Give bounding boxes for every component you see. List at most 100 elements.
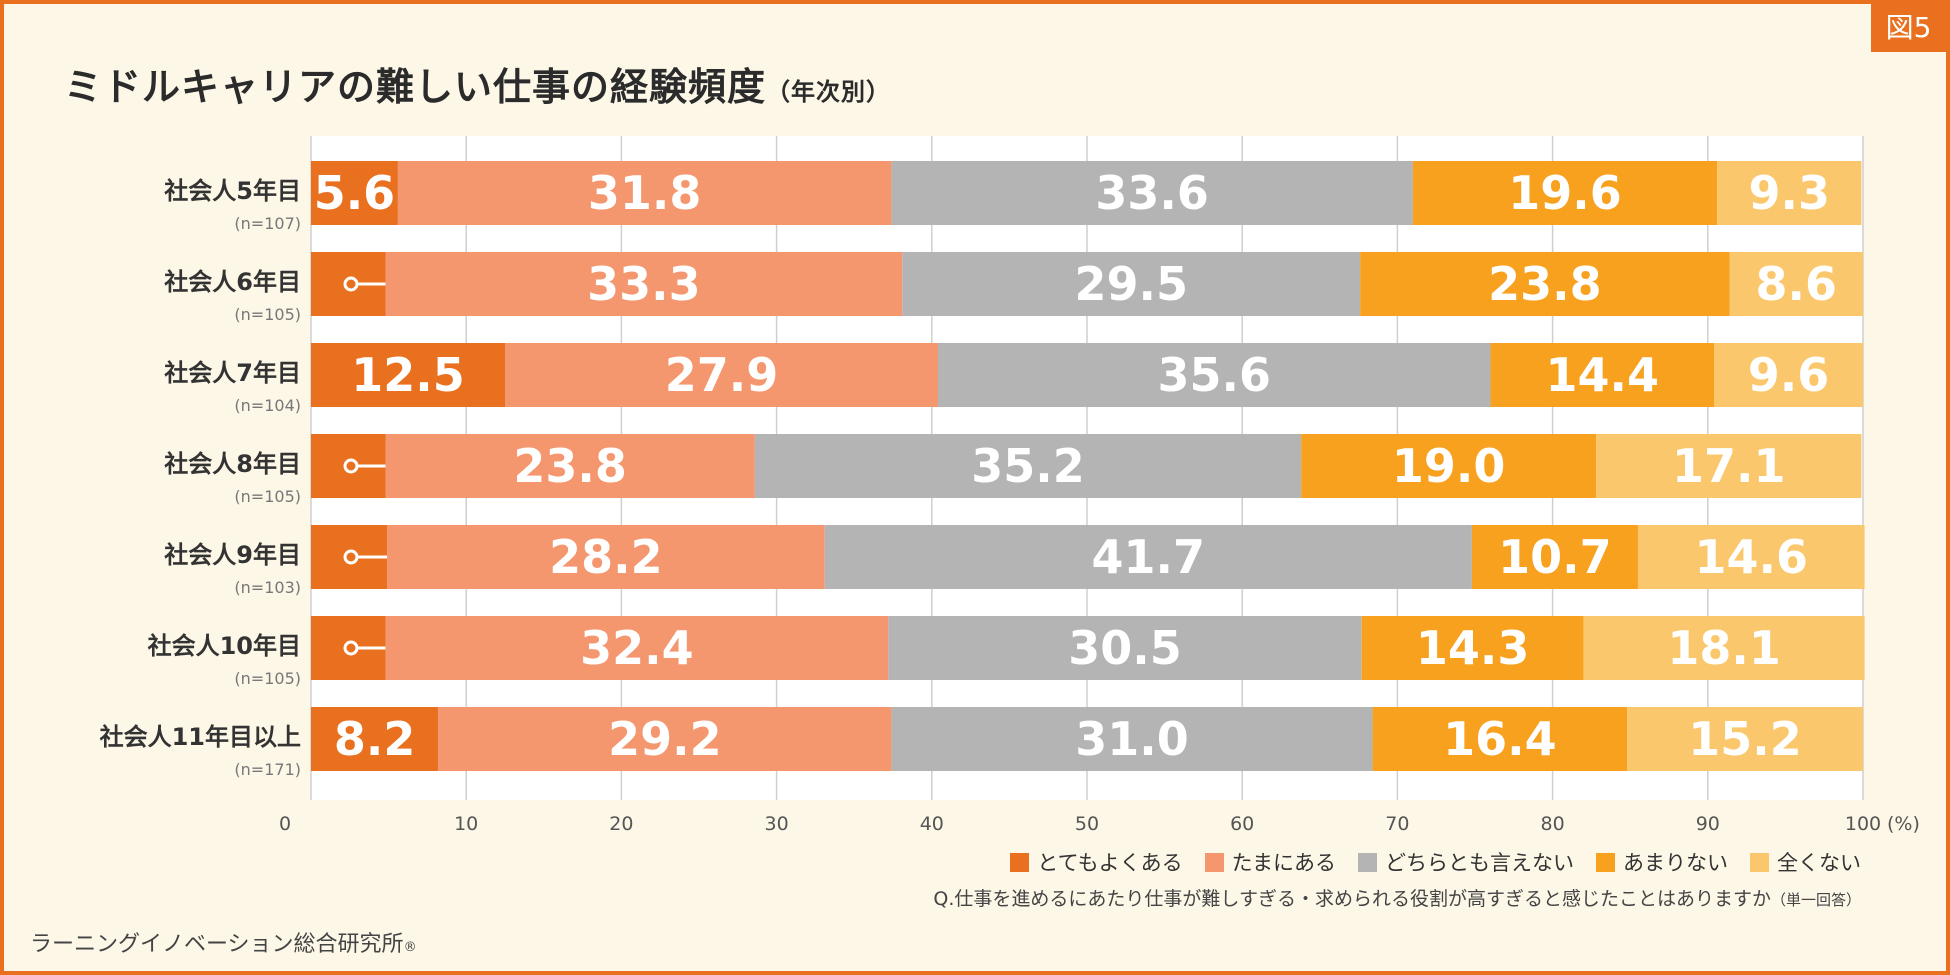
figure-frame: 図5 ミドルキャリアの難しい仕事の経験頻度（年次別） 5.6 31.8 33.6 19…: [4, 4, 1946, 971]
legend-swatch-4: [1596, 852, 1615, 872]
legend-item-2: たまにある: [1204, 847, 1336, 877]
legend-item-1: とてもよくある: [1010, 847, 1183, 877]
question-text: Q.仕事を進めるにあたり仕事が難しすぎる・求められる役割が高すぎると感じたことは…: [933, 888, 1771, 910]
sample-size-2: (n=105): [234, 305, 301, 324]
data-label-3-4: 14.4: [1546, 348, 1660, 402]
data-label-7-4: 16.4: [1443, 712, 1557, 766]
legend-label-4: あまりない: [1623, 851, 1728, 875]
bar-segment-6-4: [1361, 616, 1584, 680]
data-label-6-5: 18.1: [1667, 621, 1781, 675]
legend-swatch-5: [1750, 852, 1769, 872]
bar-segment-3-1: [311, 343, 505, 407]
x-tick-label-30: 30: [765, 813, 789, 835]
x-tick-label-90: 90: [1696, 813, 1720, 835]
x-tick-label-0: 0: [279, 813, 291, 835]
data-label-5-5: 14.6: [1695, 530, 1809, 584]
legend-label-1: とてもよくある: [1037, 851, 1183, 875]
x-tick-label-20: 20: [609, 813, 633, 835]
bar-segment-4-2: [385, 434, 755, 498]
bar-segment-6-3: [888, 616, 1362, 680]
sample-size-7: (n=171): [234, 760, 301, 779]
legend-label-3: どちらとも言えない: [1385, 851, 1574, 875]
data-label-5-4: 10.7: [1498, 530, 1612, 584]
data-label-2-2: 33.3: [587, 257, 701, 311]
callout-dot-2: [343, 276, 359, 292]
bar-segment-7-5: [1627, 707, 1863, 771]
data-label-2-4: 23.8: [1488, 257, 1602, 311]
bar-segment-4-5: [1596, 434, 1862, 498]
bar-segment-5-5: [1637, 525, 1865, 589]
category-label-6: 社会人10年目: [148, 632, 301, 660]
x-tick-label-40: 40: [920, 813, 944, 835]
bar-segment-1-3: [891, 161, 1413, 225]
data-label-3-2: 27.9: [665, 348, 779, 402]
organization-name: ラーニングイノベーション総合研究所®: [30, 926, 417, 958]
data-label-4-2: 23.8: [513, 439, 627, 493]
bar-segment-2-2: [385, 252, 903, 316]
data-label-5-3: 41.7: [1092, 530, 1206, 584]
legend-swatch-2: [1204, 852, 1224, 872]
chart-title-main: ミドルキャリアの難しい仕事の経験頻度: [64, 65, 767, 109]
sample-size-1: (n=107): [234, 214, 301, 233]
bar-segment-5-2: [387, 525, 825, 589]
data-label-6-2: 32.4: [580, 621, 694, 675]
bar-segment-6-5: [1583, 616, 1865, 680]
sample-size-6: (n=105): [234, 669, 301, 688]
sample-size-4: (n=105): [234, 487, 301, 506]
legend-label-5: 全くない: [1777, 851, 1861, 875]
x-tick-label-100: 100: [1845, 813, 1881, 835]
question-note: （単一回答）: [1770, 891, 1861, 909]
category-label-5: 社会人9年目: [164, 541, 301, 569]
bar-segment-4-3: [754, 434, 1302, 498]
bar-segment-7-4: [1372, 707, 1628, 771]
data-label-1-3: 33.6: [1095, 166, 1209, 220]
x-tick-label-70: 70: [1385, 813, 1409, 835]
legend-label-2: たまにある: [1231, 851, 1336, 875]
data-label-3-3: 35.6: [1158, 348, 1272, 402]
bar-segment-6-2: [385, 616, 889, 680]
data-label-6-3: 30.5: [1068, 621, 1182, 675]
registered-mark: ®: [403, 940, 417, 955]
sample-size-5: (n=103): [234, 578, 301, 597]
bar-segment-7-3: [891, 707, 1373, 771]
bar-segment-2-3: [902, 252, 1361, 316]
bar-segment-5-3: [824, 525, 1472, 589]
x-axis-unit: (%): [1887, 813, 1920, 835]
legend-item-4: あまりない: [1596, 847, 1728, 877]
x-tick-label-80: 80: [1541, 813, 1565, 835]
data-label-4-5: 17.1: [1672, 439, 1786, 493]
category-label-2: 社会人6年目: [164, 268, 301, 296]
data-label-2-5: 8.6: [1756, 257, 1838, 311]
bar-segment-7-1: [311, 707, 439, 771]
x-tick-label-50: 50: [1075, 813, 1099, 835]
category-label-3: 社会人7年目: [164, 359, 301, 387]
data-label-1-1: 5.6: [314, 166, 396, 220]
bar-segment-3-5: [1714, 343, 1863, 407]
data-label-4-4: 19.0: [1392, 439, 1506, 493]
legend-item-5: 全くない: [1750, 847, 1861, 877]
org-name-text: ラーニングイノベーション総合研究所: [30, 932, 404, 957]
data-label-2-3: 29.5: [1074, 257, 1188, 311]
legend: とてもよくある たまにある どちらとも言えない あまりない 全くない: [1010, 847, 1861, 877]
data-label-3-5: 9.6: [1748, 348, 1830, 402]
legend-item-3: どちらとも言えない: [1358, 847, 1574, 877]
data-label-7-1: 8.2: [334, 712, 416, 766]
bar-segment-1-2: [397, 161, 892, 225]
sample-size-3: (n=104): [234, 396, 301, 415]
survey-question: Q.仕事を進めるにあたり仕事が難しすぎる・求められる役割が高すぎると感じたことは…: [933, 884, 1861, 911]
legend-swatch-3: [1358, 852, 1377, 872]
x-tick-label-60: 60: [1230, 813, 1254, 835]
bar-segment-2-5: [1729, 252, 1863, 316]
data-label-7-5: 15.2: [1688, 712, 1802, 766]
figure-number-badge: 図5: [1871, 4, 1946, 52]
data-label-5-2: 28.2: [549, 530, 663, 584]
bar-segment-3-2: [505, 343, 939, 407]
data-label-1-4: 19.6: [1508, 166, 1622, 220]
data-label-1-5: 9.3: [1749, 166, 1831, 220]
bar-segment-3-4: [1490, 343, 1715, 407]
bar-segment-1-1: [311, 161, 398, 225]
bar-segment-1-5: [1717, 161, 1862, 225]
legend-swatch-1: [1010, 852, 1030, 872]
bar-segment-4-4: [1301, 434, 1597, 498]
bar-segment-7-2: [438, 707, 892, 771]
